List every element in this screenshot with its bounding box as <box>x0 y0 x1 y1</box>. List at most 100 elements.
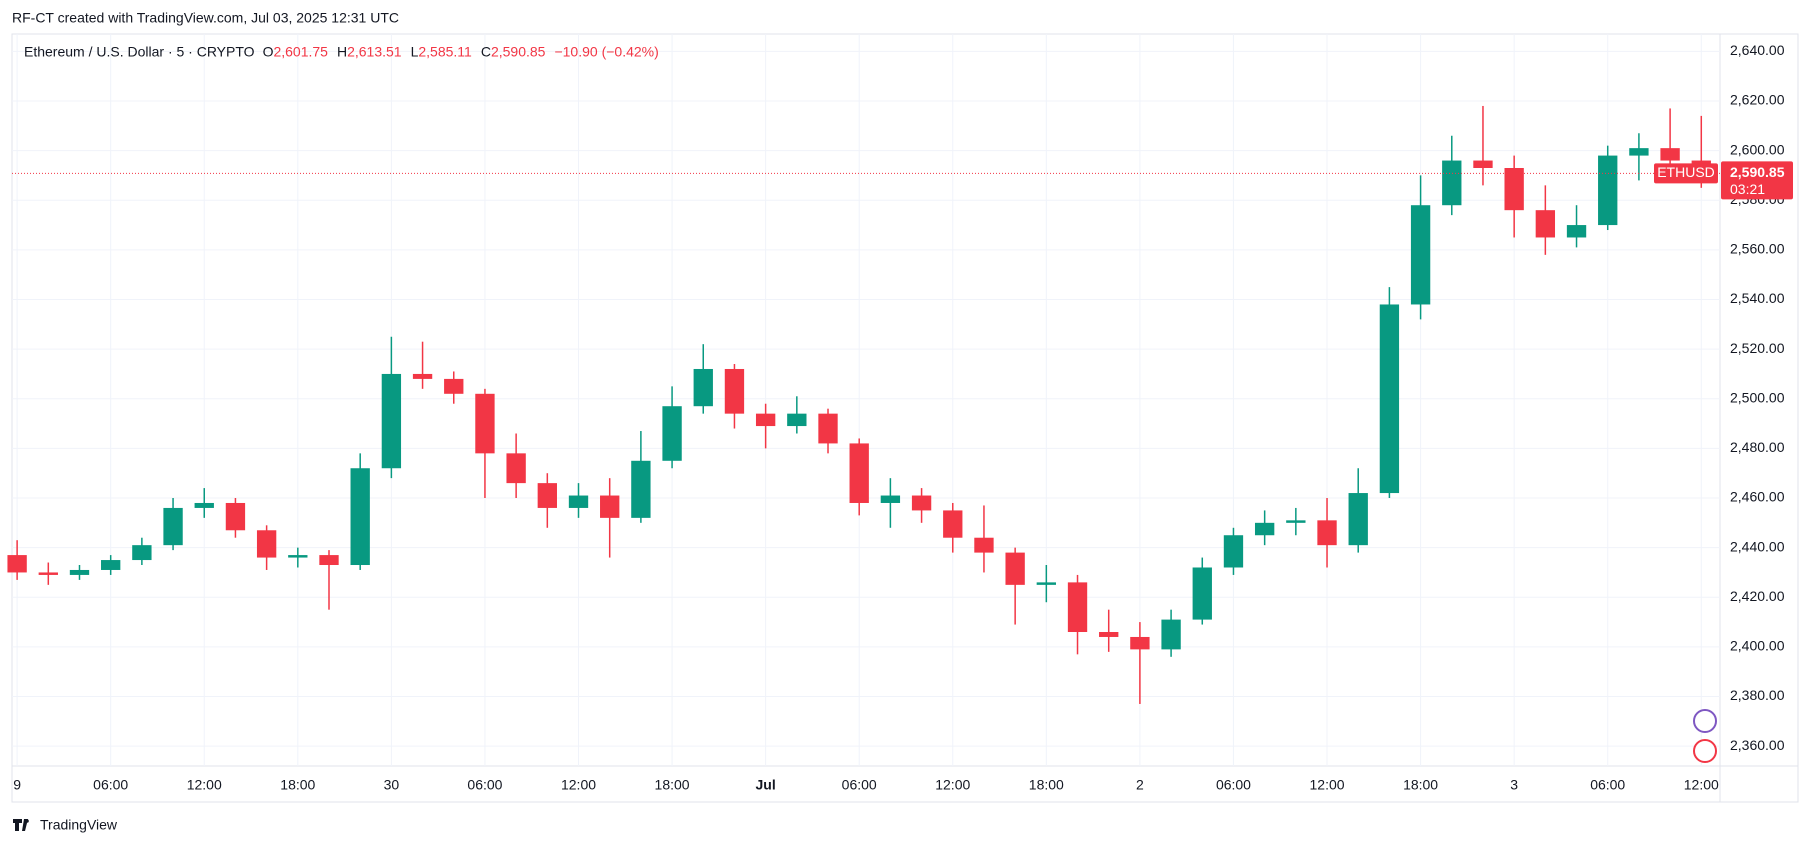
x-tick-label: 3 <box>1510 777 1518 793</box>
candle-body <box>1286 520 1306 523</box>
y-tick-label: 2,500.00 <box>1730 389 1785 405</box>
candle-body <box>69 569 90 575</box>
price-label: 2,590.85 <box>1730 164 1785 180</box>
candle-body <box>724 368 745 414</box>
candle-body <box>1317 520 1337 546</box>
candle-body <box>943 510 963 538</box>
x-tick-label: 06:00 <box>1590 777 1625 793</box>
x-tick-label: 12:00 <box>1684 777 1719 793</box>
y-tick-label: 2,380.00 <box>1730 687 1785 703</box>
legend-key: C <box>481 44 491 60</box>
candle-body <box>880 495 901 503</box>
logo-icon <box>13 819 28 831</box>
candle-body <box>600 495 620 518</box>
candle-body <box>7 555 27 573</box>
legend-value: 2,613.51 <box>347 44 402 60</box>
legend-value: 2,601.75 <box>273 44 328 60</box>
candle-body <box>1504 167 1524 211</box>
icons <box>1693 709 1717 763</box>
candle-body <box>1598 155 1618 226</box>
x-tick-label: 12:00 <box>561 777 596 793</box>
candle-body <box>475 393 495 454</box>
spark-icon[interactable] <box>1693 709 1717 733</box>
candle-body <box>1036 582 1057 585</box>
footer: TradingView <box>40 817 118 833</box>
y-tick-label: 2,520.00 <box>1730 340 1785 356</box>
candle-body <box>38 572 58 575</box>
frame <box>11 33 1799 803</box>
x-tick-label: 12:00 <box>187 777 222 793</box>
candle-body <box>225 502 246 531</box>
candle-body <box>444 378 464 394</box>
x-tick-label: 12:00 <box>935 777 970 793</box>
candle-body <box>1660 148 1680 161</box>
logo-dot <box>25 819 29 823</box>
y-tick-label: 2,400.00 <box>1730 638 1785 654</box>
candle-body <box>350 468 370 566</box>
y-tick-label: 2,440.00 <box>1730 538 1785 554</box>
candle-body <box>381 373 402 469</box>
x-tick-label: 18:00 <box>280 777 315 793</box>
candle-body <box>1473 160 1493 168</box>
candle-body <box>1535 210 1556 238</box>
x-tick-label: 06:00 <box>1216 777 1251 793</box>
candle-body <box>163 507 183 546</box>
x-tick-label: 2 <box>1136 777 1144 793</box>
legend-change: −10.90 (−0.42%) <box>554 44 658 60</box>
x-tick-label: 18:00 <box>1403 777 1438 793</box>
candle-body <box>755 413 776 427</box>
candle-body <box>662 406 682 461</box>
y-tick-label: 2,560.00 <box>1730 241 1785 257</box>
x-tick-label: 06:00 <box>842 777 877 793</box>
flag-icon[interactable] <box>1693 739 1717 763</box>
x-tick-label: 9 <box>13 777 21 793</box>
candle-body <box>787 413 807 427</box>
candle-body <box>1223 535 1244 568</box>
y-tick-label: 2,600.00 <box>1730 141 1785 157</box>
candle-body <box>1099 632 1119 637</box>
tradingview-logo: TradingView <box>13 817 118 833</box>
y-tick-label: 2,420.00 <box>1730 588 1785 604</box>
y-tick-label: 2,360.00 <box>1730 737 1785 753</box>
legend-title: Ethereum / U.S. Dollar · 5 · CRYPTO <box>24 44 255 60</box>
candle-body <box>568 495 589 508</box>
y-tick-label: 2,460.00 <box>1730 489 1785 505</box>
y-tick-label: 2,540.00 <box>1730 290 1785 306</box>
candle-body <box>1130 636 1150 650</box>
candle-body <box>319 555 339 566</box>
candle-body <box>412 373 433 379</box>
candle-body <box>1566 225 1587 238</box>
price-box <box>1721 161 1793 200</box>
candle-body <box>1379 304 1400 494</box>
candle-body <box>1192 567 1212 620</box>
candle-body <box>1410 205 1431 305</box>
candle-body <box>132 545 152 561</box>
legend-key: L <box>411 44 419 60</box>
legend-value: 2,585.11 <box>418 44 472 60</box>
candle-body <box>974 537 994 553</box>
countdown-label: 03:21 <box>1730 181 1765 197</box>
y-tick-label: 2,620.00 <box>1730 92 1785 108</box>
candle-body <box>288 555 308 558</box>
legend: Ethereum / U.S. Dollar · 5 · CRYPTO O 2,6… <box>24 44 659 60</box>
candle-body <box>1442 160 1462 206</box>
y-tick-label: 2,480.00 <box>1730 439 1785 455</box>
candle-body <box>849 443 869 503</box>
candle-body <box>194 502 214 508</box>
legend-key: O <box>263 44 274 60</box>
candle-body <box>911 495 932 511</box>
candle-body <box>537 483 557 508</box>
x-tick-label: Jul <box>756 777 776 793</box>
candle-body <box>631 460 651 518</box>
symbol-box <box>1654 163 1718 184</box>
x-tick-label: 30 <box>384 777 400 793</box>
y-tick-label: 2,640.00 <box>1730 42 1785 58</box>
candle-body <box>693 368 713 407</box>
candle-body <box>1348 493 1368 546</box>
x-tick-label: 06:00 <box>467 777 502 793</box>
candle-body <box>1254 522 1275 536</box>
candle-body <box>506 453 526 484</box>
x-tick-label: 18:00 <box>655 777 690 793</box>
